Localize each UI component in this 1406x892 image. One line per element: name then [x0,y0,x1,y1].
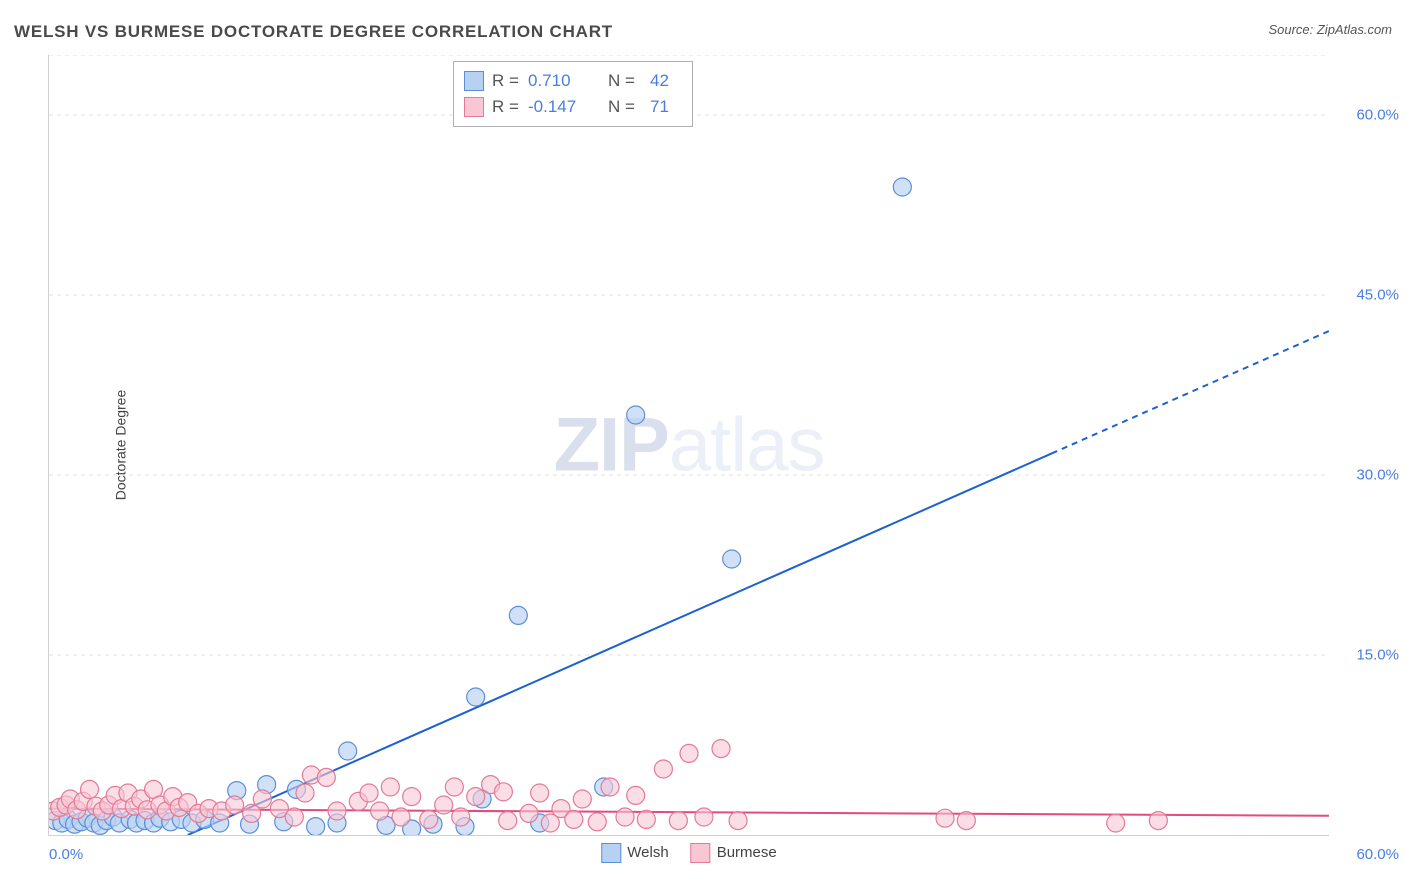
bottom-legend: Welsh Burmese [601,843,776,863]
r-label: R = [492,97,520,117]
y-tick-label: 30.0% [1339,467,1399,484]
r-label: R = [492,71,520,91]
plot-area: Doctorate Degree ZIPatlas R = 0.710 N = … [48,55,1329,836]
legend-label-burmese: Burmese [717,844,777,861]
r-value-welsh: 0.710 [528,71,600,91]
stats-row-welsh: R = 0.710 N = 42 [464,68,678,94]
legend-swatch-burmese-icon [691,843,711,863]
stats-legend: R = 0.710 N = 42 R = -0.147 N = 71 [453,61,693,127]
source-attribution: Source: ZipAtlas.com [1268,22,1392,37]
n-label: N = [608,71,642,91]
x-tick-min: 0.0% [49,846,83,863]
n-value-burmese: 71 [650,97,678,117]
legend-label-welsh: Welsh [627,844,668,861]
chart-title: WELSH VS BURMESE DOCTORATE DEGREE CORREL… [14,22,613,42]
legend-item-burmese: Burmese [691,843,777,863]
scatter-chart [49,55,1329,835]
legend-swatch-welsh [464,71,484,91]
legend-swatch-burmese [464,97,484,117]
r-value-burmese: -0.147 [528,97,600,117]
x-tick-max: 60.0% [1339,846,1399,863]
legend-item-welsh: Welsh [601,843,668,863]
n-label: N = [608,97,642,117]
y-tick-label: 45.0% [1339,287,1399,304]
y-tick-label: 15.0% [1339,647,1399,664]
y-tick-label: 60.0% [1339,107,1399,124]
n-value-welsh: 42 [650,71,678,91]
stats-row-burmese: R = -0.147 N = 71 [464,94,678,120]
legend-swatch-welsh-icon [601,843,621,863]
